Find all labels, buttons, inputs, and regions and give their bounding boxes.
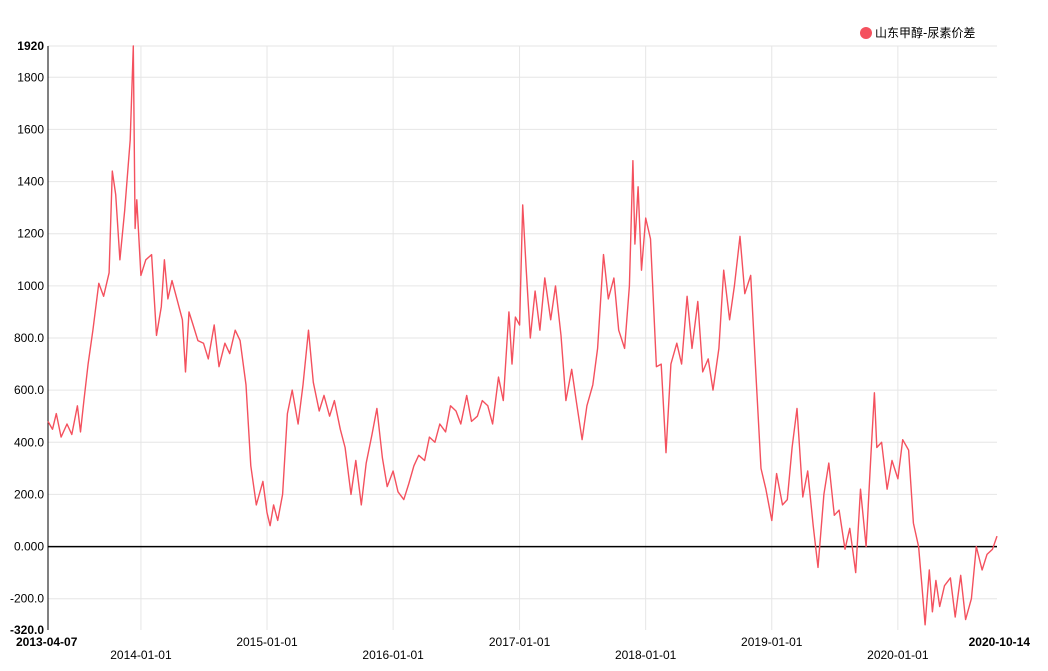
y-tick-label: 1600 (17, 122, 44, 136)
y-tick-label: 1920 (17, 39, 44, 53)
y-tick-label: 400.0 (14, 435, 44, 449)
x-tick-label: 2019-01-01 (741, 635, 803, 649)
legend-marker-icon (860, 26, 872, 39)
y-tick-label: 1000 (17, 279, 44, 293)
y-tick-label: 0.000 (14, 540, 44, 554)
y-tick-label: -320.0 (10, 623, 44, 637)
grid-lines (48, 45, 997, 630)
x-tick-label: 2017-01-01 (489, 635, 551, 649)
x-tick-label: 2020-01-01 (867, 648, 929, 662)
x-tick-label: 2020-10-14 (969, 635, 1031, 649)
x-tick-label: 2013-04-07 (16, 635, 78, 649)
y-axis: 1920 1800 1600 1400 1200 1000 800.0 600.0 400.0 2… (10, 39, 49, 637)
y-tick-label: 1800 (17, 70, 44, 84)
x-tick-label: 2014-01-01 (110, 648, 172, 662)
x-axis: 2013-04-07 2014-01-01 2015-01-01 2016-01-01… (16, 635, 1030, 662)
y-tick-label: 200.0 (14, 487, 44, 501)
series-line[interactable] (47, 45, 998, 626)
legend[interactable]: 山东甲醇-尿素价差 (860, 24, 975, 41)
series-layer (47, 45, 998, 626)
y-tick-label: -200.0 (10, 592, 44, 606)
legend-label: 山东甲醇-尿素价差 (875, 26, 976, 40)
y-tick-label: 600.0 (14, 383, 44, 397)
y-tick-label: 1400 (17, 175, 44, 189)
x-tick-label: 2015-01-01 (236, 635, 298, 649)
x-tick-label: 2016-01-01 (362, 648, 424, 662)
x-tick-label: 2018-01-01 (615, 648, 677, 662)
y-tick-label: 1200 (17, 227, 44, 241)
y-tick-label: 800.0 (14, 331, 44, 345)
